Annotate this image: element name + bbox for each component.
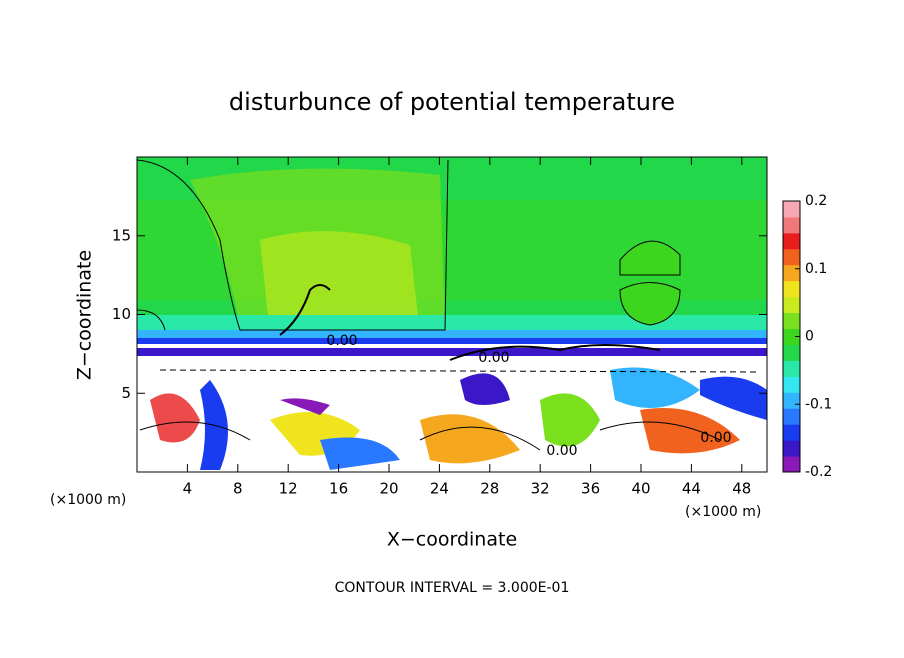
x-axis-label: X−coordinate: [387, 529, 517, 551]
colorbar-band: [783, 296, 800, 314]
colorbar-band: [783, 408, 800, 425]
x-tick-label: 4: [183, 480, 193, 498]
colorbar-band: [783, 312, 800, 330]
x-tick-label: 16: [329, 480, 348, 498]
y-tick-label: 5: [121, 384, 131, 402]
colorbar-band: [783, 264, 800, 282]
colorbar-band: [783, 392, 800, 409]
x-unit-right: (×1000 m): [685, 504, 761, 520]
colorbar-band: [783, 424, 800, 441]
colorbar-band: [783, 232, 800, 250]
x-tick-label: 24: [430, 480, 449, 498]
x-tick-label: 12: [279, 480, 298, 498]
x-tick-label: 8: [233, 480, 243, 498]
x-tick-label: 44: [682, 480, 701, 498]
x-tick-label: 36: [581, 480, 600, 498]
colorbar-tick-label: 0: [805, 329, 814, 345]
colorbar-band: [783, 344, 800, 361]
colorbar-tick-label: 0.1: [805, 261, 827, 277]
footer-note: CONTOUR INTERVAL = 3.000E-01: [335, 580, 570, 596]
y-tick-label: 10: [112, 305, 131, 323]
colorbar-tick-label: -0.1: [805, 396, 832, 412]
contour-label: 0.00: [478, 350, 509, 366]
x-tick-label: 40: [631, 480, 650, 498]
contour-label: 0.00: [326, 333, 357, 349]
colorbar-band: [783, 456, 800, 473]
colorbar-band: [783, 440, 800, 457]
colorbar-band: [783, 360, 800, 377]
colorbar-band: [783, 201, 800, 218]
colorbar-band: [783, 248, 800, 266]
colorbar-tick-label: 0.2: [805, 193, 827, 209]
colorbar-band: [783, 216, 800, 234]
x-tick-label: 20: [379, 480, 398, 498]
colorbar-band: [783, 280, 800, 298]
chart-title: disturbunce of potential temperature: [229, 88, 675, 116]
colorbar-band: [783, 328, 800, 345]
contour-label: 0.00: [700, 430, 731, 446]
x-unit-left: (×1000 m): [50, 492, 126, 508]
y-axis-label: Z−coordinate: [74, 250, 96, 380]
colorbar-band: [783, 376, 800, 393]
colorbar-tick-label: -0.2: [805, 464, 832, 480]
field: [137, 157, 767, 472]
x-tick-label: 28: [480, 480, 499, 498]
x-tick-label: 48: [732, 480, 751, 498]
y-tick-label: 15: [112, 226, 131, 244]
x-tick-label: 32: [531, 480, 550, 498]
contour-label: 0.00: [546, 443, 577, 459]
